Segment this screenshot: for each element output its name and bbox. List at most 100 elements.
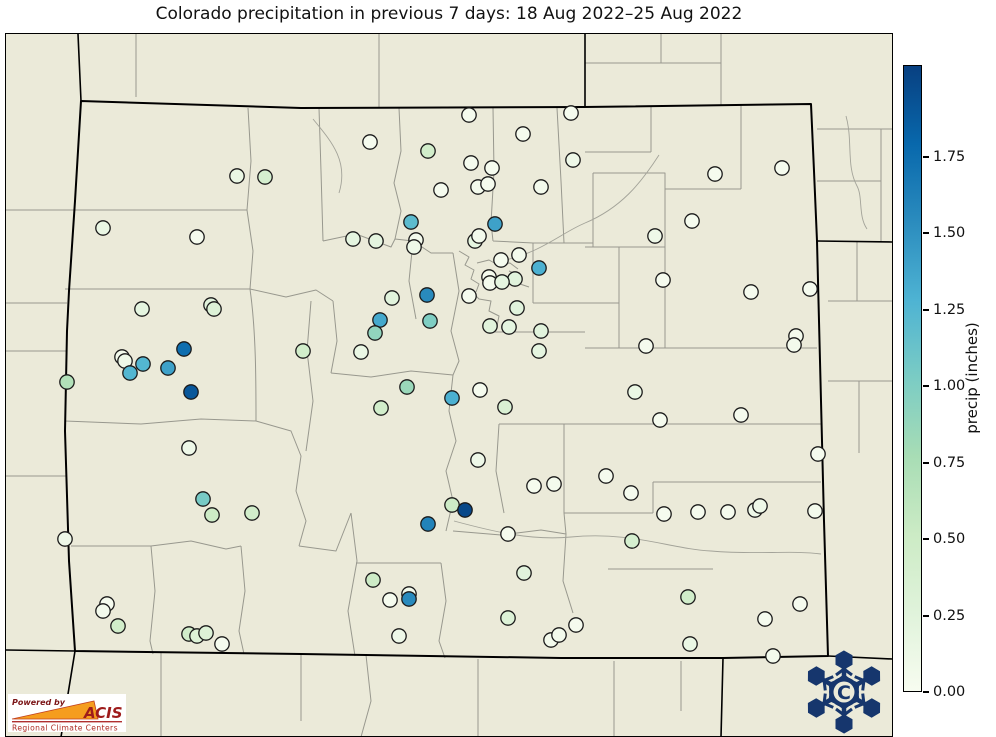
station-marker [802, 281, 818, 297]
station-marker [204, 507, 220, 523]
station-marker [463, 155, 479, 171]
station-marker [482, 318, 498, 334]
station-marker [229, 168, 245, 184]
station-marker [509, 300, 525, 316]
station-marker [403, 214, 419, 230]
station-marker [444, 390, 460, 406]
station-marker [480, 176, 496, 192]
station-marker [122, 365, 138, 381]
station-marker [546, 476, 562, 492]
station-marker [533, 179, 549, 195]
station-marker [472, 382, 488, 398]
station-marker [59, 374, 75, 390]
station-marker [531, 343, 547, 359]
station-marker [198, 625, 214, 641]
map-canvas: C [5, 33, 893, 737]
colorado-border [64, 100, 829, 659]
colorado-map: C [6, 34, 892, 736]
colorbar-tick-mark [923, 385, 929, 388]
station-marker [526, 478, 542, 494]
colorbar-tick-label: 1.00 [933, 378, 966, 395]
station-marker [444, 497, 460, 513]
station-marker [647, 228, 663, 244]
colorbar-tick-label: 1.25 [933, 301, 966, 318]
station-marker [461, 107, 477, 123]
colorbar-axis-label: precip (inches) [963, 322, 981, 434]
colorbar-tick-mark [923, 691, 929, 693]
station-marker [160, 360, 176, 376]
station-marker [382, 592, 398, 608]
station-marker [470, 452, 486, 468]
station-marker [652, 412, 668, 428]
station-marker [372, 312, 388, 328]
station-marker [565, 152, 581, 168]
station-marker [707, 166, 723, 182]
station-marker [500, 610, 516, 626]
station-marker [743, 284, 759, 300]
station-marker [638, 338, 654, 354]
station-marker [244, 505, 260, 521]
station-marker [135, 356, 151, 372]
station-marker [181, 440, 197, 456]
station-marker [774, 160, 790, 176]
station-marker [471, 228, 487, 244]
colorbar-tick-label: 0.75 [933, 454, 966, 471]
station-marker [362, 134, 378, 150]
station-marker [487, 216, 503, 232]
station-marker [655, 272, 671, 288]
colorbar-tick-label: 0.00 [933, 684, 966, 700]
climate-center-snowflake-logo: C [807, 650, 881, 734]
station-marker [757, 611, 773, 627]
station-marker [206, 301, 222, 317]
station-marker [189, 229, 205, 245]
colorbar-tick-label: 0.50 [933, 531, 966, 548]
colorbar-tick-mark [923, 155, 929, 158]
station-marker [384, 290, 400, 306]
river-lines [312, 115, 868, 555]
station-marker [733, 407, 749, 423]
station-marker [183, 384, 199, 400]
station-marker [373, 400, 389, 416]
station-marker [515, 126, 531, 142]
station-marker [568, 617, 584, 633]
station-marker [690, 504, 706, 520]
snowflake-center-bg [833, 681, 855, 703]
snowflake-letter: C [837, 682, 851, 704]
colorbar-tick-mark [923, 308, 929, 311]
station-marker [786, 337, 802, 353]
station-marker [367, 325, 383, 341]
station-marker [95, 220, 111, 236]
station-marker [684, 213, 700, 229]
acis-subtitle-text: Regional Climate Centers [12, 724, 118, 733]
station-marker [656, 506, 672, 522]
station-marker [461, 288, 477, 304]
station-marker [176, 341, 192, 357]
colorbar-tick-mark [923, 232, 929, 235]
station-marker [433, 182, 449, 198]
station-marker [501, 319, 517, 335]
station-marker [627, 384, 643, 400]
station-marker [624, 533, 640, 549]
station-marker [57, 531, 73, 547]
colorbar-tick-label: 0.25 [933, 607, 966, 624]
station-marker [95, 603, 111, 619]
acis-logo-graphic: Powered by ACIS Regional Climate Centers [8, 694, 126, 732]
state-borders [6, 34, 892, 736]
station-marker [420, 143, 436, 159]
colorbar-tick-mark [923, 461, 929, 464]
acis-swoosh-icon [11, 700, 99, 720]
acis-logo: Powered by ACIS Regional Climate Centers [8, 694, 126, 732]
station-marker [484, 160, 500, 176]
station-marker [500, 526, 516, 542]
station-marker [257, 169, 273, 185]
station-marker [563, 105, 579, 121]
station-marker [531, 260, 547, 276]
station-marker [680, 589, 696, 605]
station-marker [457, 502, 473, 518]
snowflake-arm [842, 666, 881, 695]
station-marker [419, 287, 435, 303]
acis-powered-by-text: Powered by [12, 698, 66, 707]
acis-divider [12, 721, 122, 723]
station-marker [494, 274, 510, 290]
